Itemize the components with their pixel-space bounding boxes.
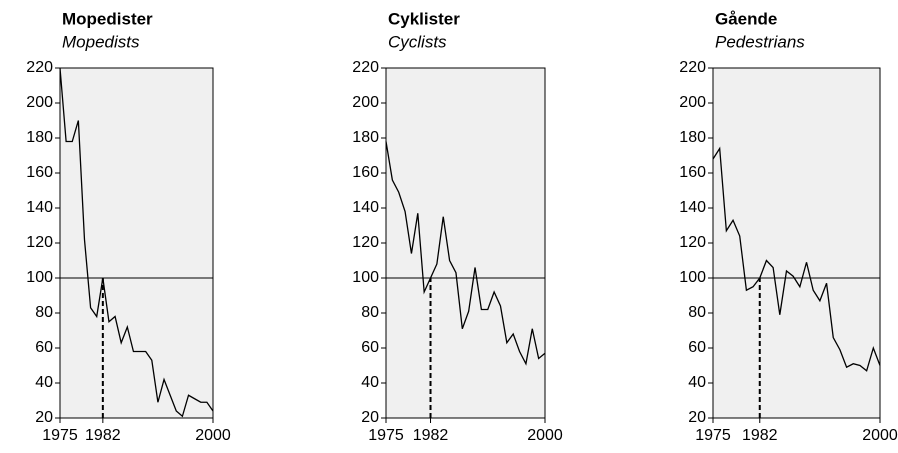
x-tick-label: 2000: [527, 427, 563, 444]
y-tick-label: 100: [26, 269, 53, 286]
chart-subtitle: Cyclists: [388, 32, 447, 51]
y-tick-label: 20: [35, 409, 53, 426]
plot-area: [712, 67, 881, 419]
y-tick-label: 220: [679, 59, 706, 76]
chart-subtitle: Pedestrians: [715, 32, 805, 51]
y-tick-label: 60: [35, 339, 53, 356]
data-line: [59, 67, 214, 418]
data-line: [712, 146, 881, 372]
x-tick-label: 1975: [695, 427, 731, 444]
y-tick-label: 180: [679, 129, 706, 146]
chart-title: Gående: [715, 9, 777, 28]
y-tick-label: 180: [352, 129, 379, 146]
data-line: [385, 141, 546, 366]
y-tick-label: 100: [679, 269, 706, 286]
y-tick-label: 60: [361, 339, 379, 356]
x-tick-label: 1975: [42, 427, 78, 444]
y-tick-label: 40: [688, 374, 706, 391]
y-tick-label: 100: [352, 269, 379, 286]
y-tick-label: 120: [679, 234, 706, 251]
y-tick-label: 160: [352, 164, 379, 181]
y-tick-label: 120: [352, 234, 379, 251]
y-tick-label: 160: [679, 164, 706, 181]
y-tick-label: 200: [26, 94, 53, 111]
y-tick-label: 20: [688, 409, 706, 426]
plot-area: [59, 67, 214, 419]
y-tick-label: 180: [26, 129, 53, 146]
y-tick-label: 20: [361, 409, 379, 426]
y-tick-label: 60: [688, 339, 706, 356]
chart-title: Cyklister: [388, 9, 460, 28]
x-tick-label: 1975: [368, 427, 404, 444]
x-tick-label: 2000: [195, 427, 231, 444]
chart-subtitle: Mopedists: [62, 32, 140, 51]
y-tick-label: 160: [26, 164, 53, 181]
y-tick-label: 140: [679, 199, 706, 216]
x-tick-label: 1982: [742, 427, 778, 444]
y-tick-label: 220: [352, 59, 379, 76]
y-tick-label: 140: [352, 199, 379, 216]
chart-title: Mopedister: [62, 9, 153, 28]
y-tick-label: 140: [26, 199, 53, 216]
y-tick-label: 40: [35, 374, 53, 391]
x-tick-label: 1982: [85, 427, 121, 444]
y-tick-label: 80: [361, 304, 379, 321]
y-tick-label: 200: [352, 94, 379, 111]
y-tick-label: 220: [26, 59, 53, 76]
x-tick-label: 2000: [862, 427, 898, 444]
y-tick-label: 120: [26, 234, 53, 251]
x-tick-label: 1982: [413, 427, 449, 444]
y-tick-label: 200: [679, 94, 706, 111]
y-tick-label: 80: [688, 304, 706, 321]
y-tick-label: 40: [361, 374, 379, 391]
y-tick-label: 80: [35, 304, 53, 321]
